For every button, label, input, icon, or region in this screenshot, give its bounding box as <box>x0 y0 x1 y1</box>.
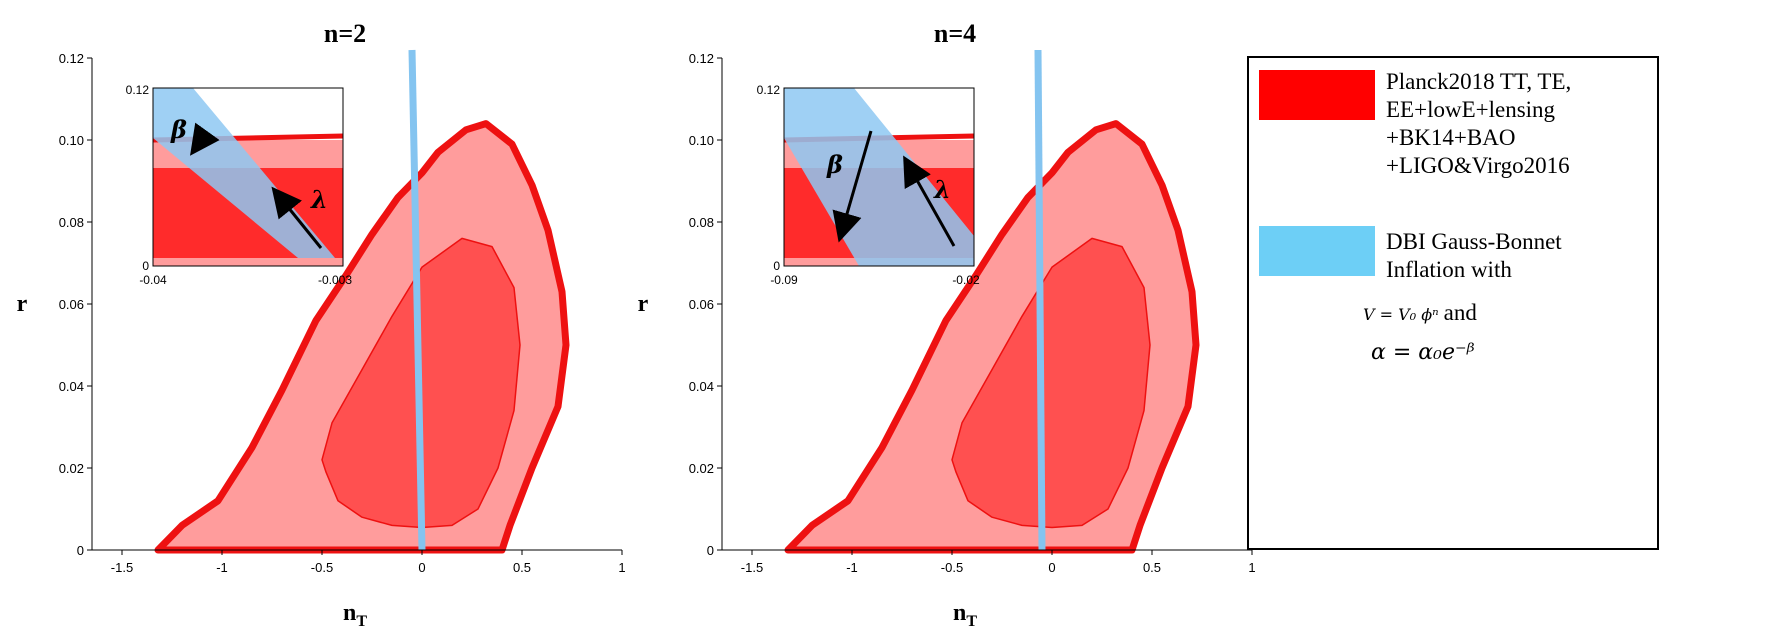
y-tick-label: 0.04 <box>689 379 714 394</box>
legend-swatch-dbi <box>1259 226 1375 276</box>
inset-zoom: 0.12 0-0.09 -0.02 β λ <box>757 83 980 287</box>
y-tick-label: 0.02 <box>59 461 84 476</box>
x-tick-label: 0.5 <box>1143 560 1161 575</box>
model-band <box>1034 49 1046 551</box>
inset-x-tick-label: -0.09 <box>770 273 798 287</box>
panel-title: n=4 <box>934 19 976 48</box>
inset-y-tick-label: 0 <box>773 259 780 273</box>
y-tick-label: 0.08 <box>689 215 714 230</box>
model-band <box>408 49 426 551</box>
lambda-arrow <box>271 186 323 249</box>
inset-zoom: 0.12 0-0.04 -0.003 β λ <box>126 83 353 287</box>
inset-border <box>783 87 975 267</box>
lambda-label: λ <box>310 185 328 214</box>
equation-potential-text: V = V₀ ϕⁿ <box>1363 305 1439 324</box>
panel-title: n=2 <box>324 19 366 48</box>
inset-x-tick-label: -0.003 <box>318 273 352 287</box>
y-tick-label: 0.12 <box>689 51 714 66</box>
x-tick-labels: -1.5 -1 -0.5 0 0.5 1 <box>111 550 626 575</box>
x-tick-label: -0.5 <box>941 560 963 575</box>
contour-regions <box>784 120 1200 554</box>
y-tick-label: 0.08 <box>59 215 84 230</box>
inset-x-tick-label: -0.04 <box>139 273 167 287</box>
x-tick-label: -0.5 <box>311 560 333 575</box>
x-tick-label: -1 <box>846 560 858 575</box>
y-tick-label: 0.12 <box>59 51 84 66</box>
panel-n2: n=2 -1.5 -1 -0.5 0 0.5 1 0 0.02 0.04 0.06 0.08 0.1… <box>17 19 626 630</box>
legend: Planck2018 TT, TE, EE+lowE+lensing +BK14… <box>1247 56 1659 550</box>
y-tick-labels: 0 0.02 0.04 0.06 0.08 0.10 0.12 <box>59 51 92 558</box>
y-tick-label: 0.10 <box>689 133 714 148</box>
inset-border <box>152 87 344 267</box>
x-axis-label: nT <box>343 600 367 630</box>
equation-and-text: and <box>1443 300 1477 325</box>
panel-n4: n=4 -1.5 -1 -0.5 0 0.5 1 0 0.02 0.04 0.06 0.08 0.1… <box>638 19 1256 630</box>
beta-arrow <box>832 130 873 243</box>
y-tick-label: 0.06 <box>59 297 84 312</box>
x-tick-label: -1.5 <box>741 560 763 575</box>
inset-y-tick-label: 0.12 <box>757 83 781 97</box>
beta-arrow <box>190 122 220 156</box>
x-tick-label: 1 <box>1248 560 1255 575</box>
x-axis-label: nT <box>953 600 977 630</box>
x-tick-label: 1 <box>618 560 625 575</box>
legend-equation-coupling: α = α₀e⁻ᵝ <box>1371 340 1475 365</box>
y-tick-label: 0 <box>707 543 714 558</box>
inset-model-band <box>784 88 974 266</box>
y-tick-label: 0.10 <box>59 133 84 148</box>
beta-label: β <box>826 150 843 179</box>
legend-equation-potential: V = V₀ ϕⁿ and <box>1363 300 1477 326</box>
inset-y-tick-label: 0 <box>142 259 149 273</box>
legend-label-planck: Planck2018 TT, TE, EE+lowE+lensing +BK14… <box>1386 69 1572 178</box>
lambda-arrow <box>903 155 956 247</box>
x-tick-label: 0.5 <box>513 560 531 575</box>
y-axis-label: r <box>17 291 28 317</box>
inset-x-tick-label: -0.02 <box>952 273 980 287</box>
beta-label: β <box>170 115 187 144</box>
x-tick-labels: -1.5 -1 -0.5 0 0.5 1 <box>741 550 1256 575</box>
inset-y-tick-label: 0.12 <box>126 83 150 97</box>
y-tick-label: 0.02 <box>689 461 714 476</box>
legend-swatch-planck <box>1259 70 1375 120</box>
x-tick-label: 0 <box>418 560 425 575</box>
y-axis-label: r <box>638 291 649 317</box>
x-tick-label: -1.5 <box>111 560 133 575</box>
contour-68 <box>951 237 1151 529</box>
y-tick-label: 0.04 <box>59 379 84 394</box>
legend-label-dbi: DBI Gauss-Bonnet Inflation with <box>1386 229 1562 282</box>
model-band-line <box>1034 49 1046 551</box>
x-tick-label: 0 <box>1048 560 1055 575</box>
model-band-line <box>408 49 426 551</box>
y-tick-label: 0.06 <box>689 297 714 312</box>
y-tick-labels: 0 0.02 0.04 0.06 0.08 0.10 0.12 <box>689 51 722 558</box>
x-tick-label: -1 <box>216 560 228 575</box>
y-tick-label: 0 <box>77 543 84 558</box>
lambda-label: λ <box>933 175 951 204</box>
